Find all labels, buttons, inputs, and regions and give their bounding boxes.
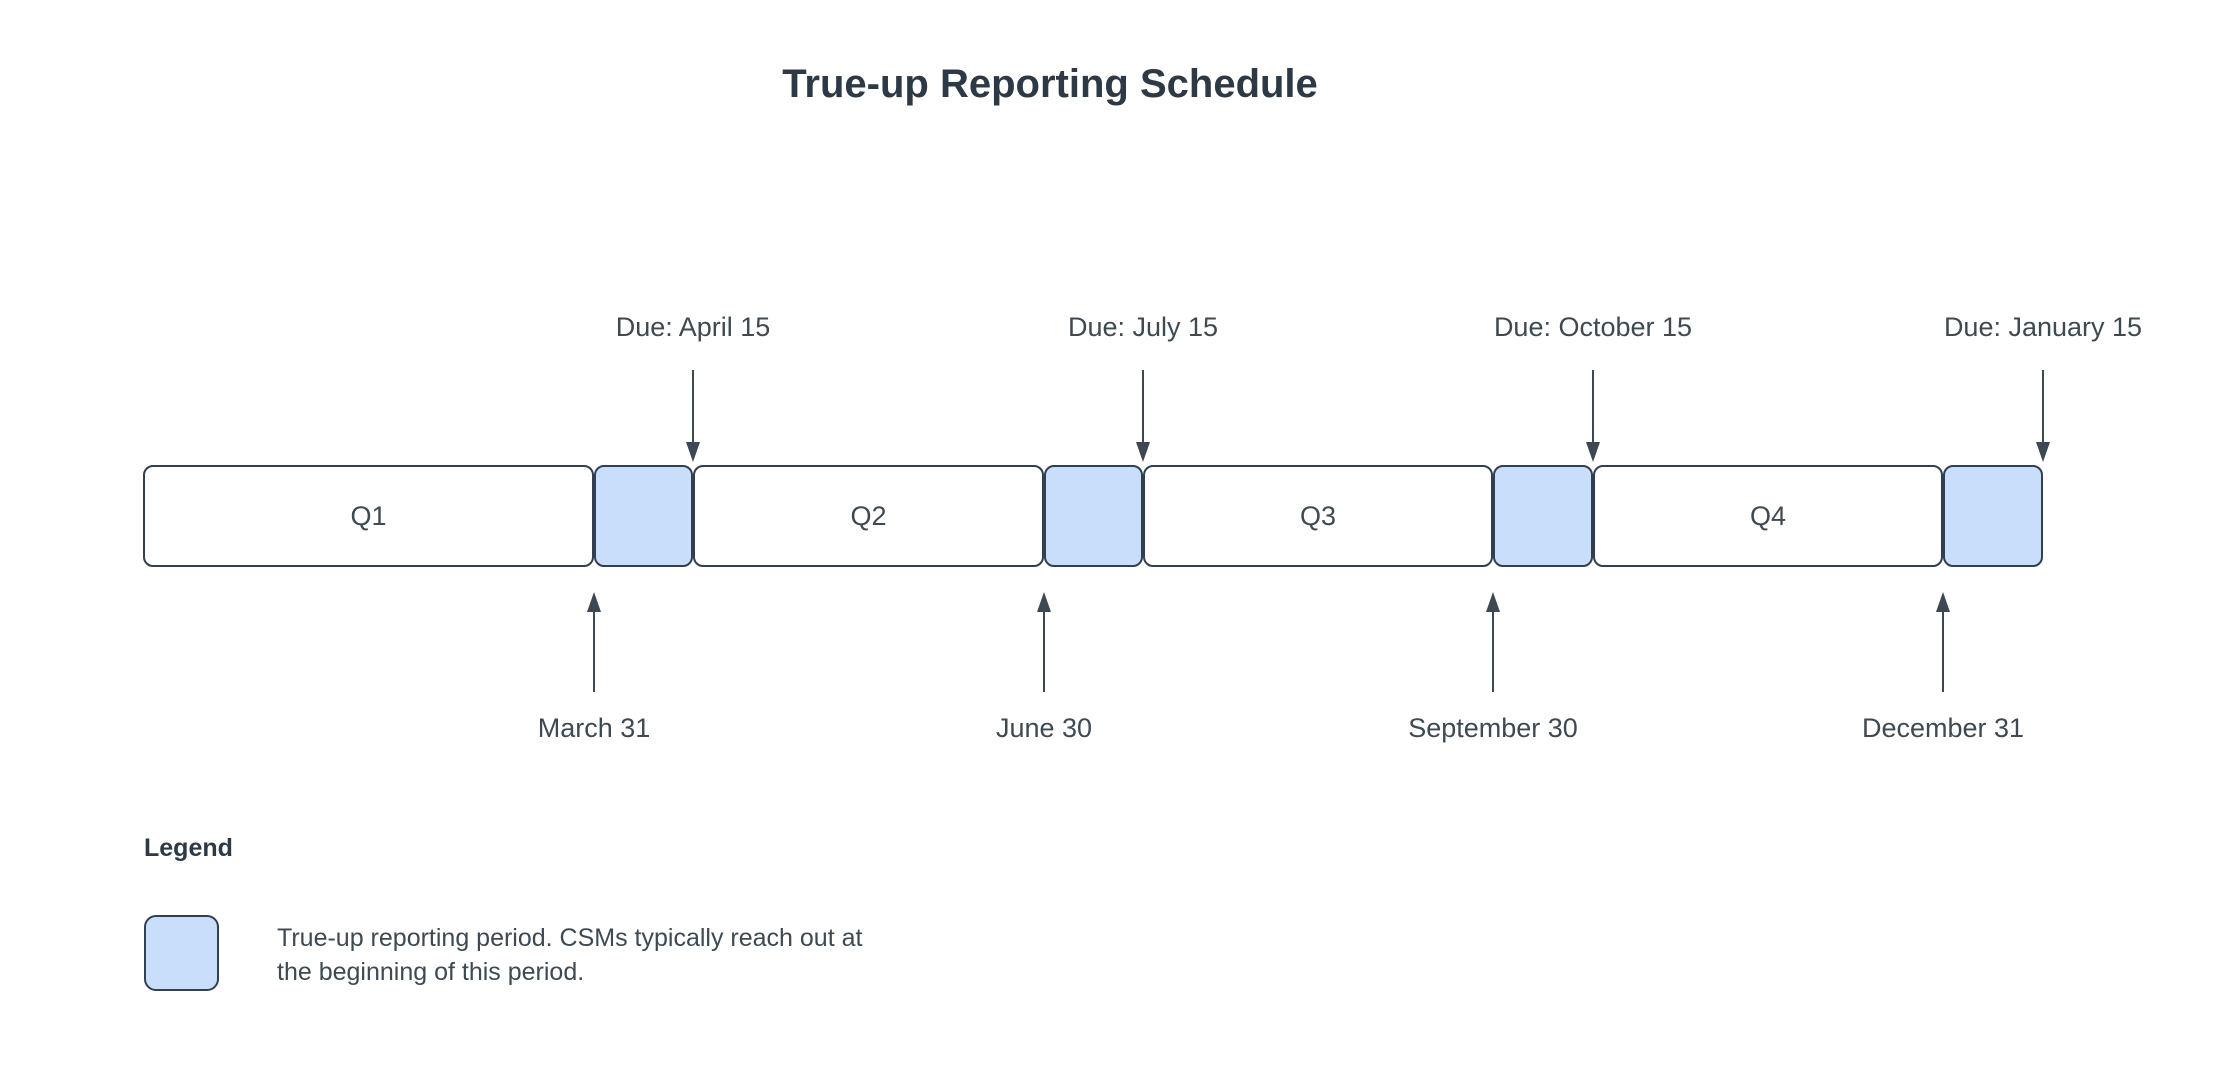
- due-label-q2: Due: July 15: [1067, 312, 1219, 342]
- quarter-label: Q3: [1299, 500, 1337, 531]
- due-label-q4: Due: January 15: [1943, 312, 2143, 342]
- legend-description: True-up reporting period. CSMs typically…: [277, 921, 862, 989]
- due-label-q1: Due: April 15: [615, 312, 771, 342]
- trueup-period-box-1: [594, 465, 693, 567]
- trueup-period-box-3: [1493, 465, 1593, 567]
- quarter-label: Q2: [850, 500, 887, 531]
- due-arrow-down-icon: [686, 370, 700, 462]
- quarter-end-arrow-up-icon: [1037, 592, 1051, 692]
- quarter-end-arrow-up-icon: [587, 592, 601, 692]
- quarter-end-label-q2: June 30: [995, 713, 1093, 743]
- arrow-line: [1492, 612, 1494, 692]
- due-arrow-down-icon: [1136, 370, 1150, 462]
- quarter-end-arrow-up-icon: [1486, 592, 1500, 692]
- due-arrow-down-icon: [2036, 370, 2050, 462]
- quarter-end-label-q1: March 31: [537, 713, 651, 743]
- quarter-end-arrow-up-icon: [1936, 592, 1950, 692]
- quarter-label: Q4: [1749, 500, 1787, 531]
- trueup-period-box-2: [1044, 465, 1143, 567]
- arrow-line: [1592, 370, 1594, 442]
- trueup-period-swatch: [144, 915, 219, 991]
- arrow-line: [2042, 370, 2044, 442]
- arrow-line: [593, 612, 595, 692]
- quarter-box-q3: Q3: [1143, 465, 1493, 567]
- quarter-label: Q1: [350, 500, 387, 531]
- arrow-head: [1136, 442, 1150, 462]
- quarter-end-label-q3: September 30: [1408, 713, 1578, 743]
- legend-description-line: True-up reporting period. CSMs typically…: [277, 924, 863, 952]
- page-title: True-up Reporting Schedule: [782, 62, 1318, 106]
- quarter-box-q1: Q1: [143, 465, 594, 567]
- arrow-head: [587, 592, 601, 612]
- arrow-line: [1142, 370, 1144, 442]
- due-label-q3: Due: October 15: [1493, 312, 1693, 342]
- arrow-head: [2036, 442, 2050, 462]
- arrow-head: [686, 442, 700, 462]
- arrow-line: [692, 370, 694, 442]
- arrow-head: [1586, 442, 1600, 462]
- arrow-head: [1486, 592, 1500, 612]
- arrow-head: [1037, 592, 1051, 612]
- timeline-bar: Q1 Q2 Q3 Q4: [143, 465, 2043, 567]
- quarter-end-label-q4: December 31: [1861, 713, 2025, 743]
- legend-heading: Legend: [144, 834, 233, 862]
- trueup-period-box-4: [1943, 465, 2043, 567]
- arrow-line: [1043, 612, 1045, 692]
- arrow-head: [1936, 592, 1950, 612]
- arrow-line: [1942, 612, 1944, 692]
- legend-description-line: the beginning of this period.: [277, 958, 585, 986]
- due-arrow-down-icon: [1586, 370, 1600, 462]
- quarter-box-q4: Q4: [1593, 465, 1943, 567]
- quarter-box-q2: Q2: [693, 465, 1044, 567]
